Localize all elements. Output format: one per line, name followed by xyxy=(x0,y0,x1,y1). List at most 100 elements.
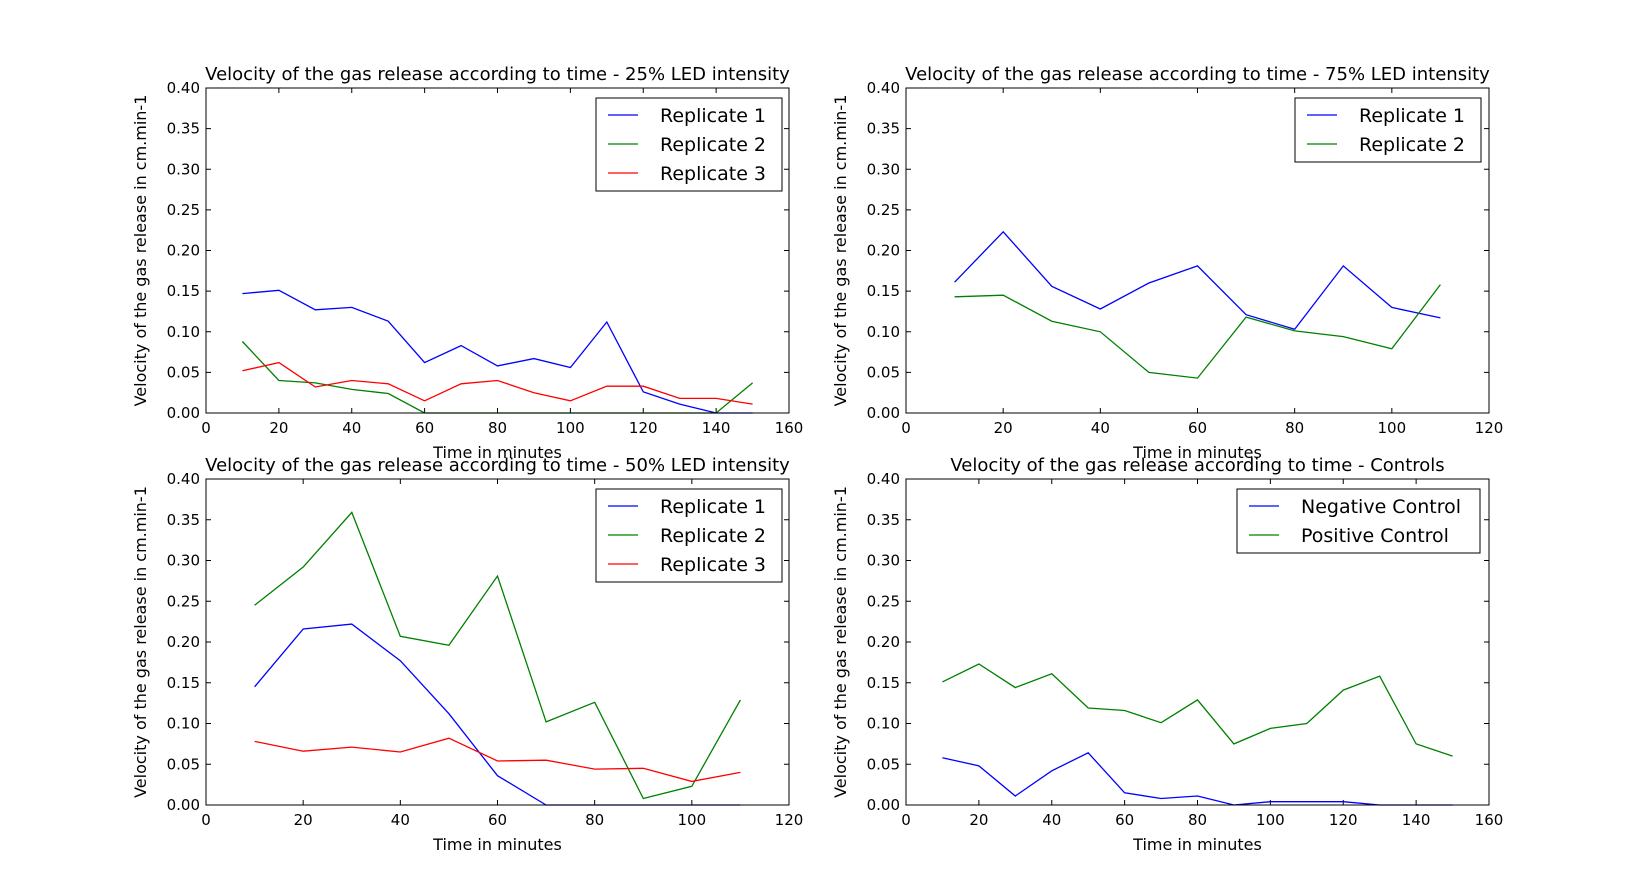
legend-label: Replicate 1 xyxy=(660,105,766,127)
y-axis-label: Velocity of the gas release in cm.min-1 xyxy=(131,95,150,407)
x-tick-label: 120 xyxy=(1329,811,1358,829)
chart-panel: Velocity of the gas release according to… xyxy=(831,455,1503,854)
y-tick-label: 0.00 xyxy=(867,796,900,814)
y-tick-label: 0.00 xyxy=(167,796,200,814)
y-tick-label: 0.25 xyxy=(167,592,200,610)
series-line-2 xyxy=(942,663,1453,757)
legend: Negative Control Positive Control xyxy=(1236,488,1481,554)
chart-panel: Velocity of the gas release according to… xyxy=(131,64,803,462)
x-tick-label: 0 xyxy=(201,419,211,437)
plot-frame xyxy=(905,478,1490,806)
y-tick-label: 0.30 xyxy=(867,552,900,570)
y-tick-label: 0.10 xyxy=(167,323,200,341)
y-tick-label: 0.30 xyxy=(167,552,200,570)
legend-box xyxy=(1236,488,1481,554)
x-tick-label: 120 xyxy=(629,419,658,437)
y-axis-label: Velocity of the gas release in cm.min-1 xyxy=(831,95,850,407)
chart-title: Velocity of the gas release according to… xyxy=(950,455,1444,476)
legend-label: Replicate 2 xyxy=(1359,134,1465,156)
legend-label: Replicate 2 xyxy=(660,525,766,547)
x-tick-label: 40 xyxy=(1042,811,1061,829)
series-line-1 xyxy=(254,623,741,806)
y-tick-label: 0.25 xyxy=(867,201,900,219)
y-tick-label: 0.10 xyxy=(867,323,900,341)
legend-label: Replicate 3 xyxy=(660,554,766,576)
y-tick-label: 0.30 xyxy=(167,160,200,178)
y-tick-label: 0.40 xyxy=(167,79,200,97)
y-tick-label: 0.15 xyxy=(167,674,200,692)
y-tick-label: 0.35 xyxy=(867,511,900,529)
chart-title: Velocity of the gas release according to… xyxy=(205,455,790,476)
x-tick-label: 60 xyxy=(488,811,507,829)
legend-box xyxy=(595,97,783,192)
chart-title: Velocity of the gas release according to… xyxy=(905,64,1490,85)
series-line-3 xyxy=(254,737,741,783)
legend-label: Negative Control xyxy=(1301,496,1461,518)
x-tick-label: 60 xyxy=(1188,419,1207,437)
x-tick-label: 0 xyxy=(901,419,911,437)
series-line-3 xyxy=(242,361,753,405)
x-axis-label: Time in minutes xyxy=(1132,835,1262,854)
x-tick-label: 20 xyxy=(994,419,1013,437)
legend-box xyxy=(1294,97,1482,163)
x-tick-label: 100 xyxy=(1378,419,1407,437)
y-tick-label: 0.15 xyxy=(867,674,900,692)
x-tick-label: 40 xyxy=(1091,419,1110,437)
y-tick-label: 0.10 xyxy=(167,715,200,733)
legend-label: Replicate 3 xyxy=(660,163,766,185)
x-tick-label: 60 xyxy=(415,419,434,437)
x-tick-label: 0 xyxy=(201,811,211,829)
series-line-1 xyxy=(242,289,753,414)
x-tick-label: 100 xyxy=(1256,811,1285,829)
x-tick-label: 160 xyxy=(775,419,804,437)
y-tick-label: 0.25 xyxy=(867,592,900,610)
legend-label: Replicate 1 xyxy=(660,496,766,518)
x-tick-label: 80 xyxy=(488,419,507,437)
y-tick-label: 0.20 xyxy=(867,242,900,260)
chart-panel: Velocity of the gas release according to… xyxy=(131,455,803,854)
y-tick-label: 0.00 xyxy=(167,404,200,422)
x-tick-label: 80 xyxy=(585,811,604,829)
x-axis-label: Time in minutes xyxy=(1132,443,1262,462)
y-tick-label: 0.40 xyxy=(867,79,900,97)
x-tick-label: 40 xyxy=(342,419,361,437)
plot-frame xyxy=(205,87,790,414)
legend: Replicate 1 Replicate 2 Replicate 3 xyxy=(595,97,783,192)
y-tick-label: 0.10 xyxy=(867,715,900,733)
chart-panel: Velocity of the gas release according to… xyxy=(831,64,1503,462)
x-tick-label: 160 xyxy=(1475,811,1504,829)
y-tick-label: 0.25 xyxy=(167,201,200,219)
y-tick-label: 0.05 xyxy=(867,755,900,773)
x-tick-label: 80 xyxy=(1285,419,1304,437)
y-tick-label: 0.05 xyxy=(167,363,200,381)
series-line-1 xyxy=(942,752,1453,806)
y-tick-label: 0.20 xyxy=(167,242,200,260)
x-tick-label: 80 xyxy=(1188,811,1207,829)
x-tick-label: 20 xyxy=(294,811,313,829)
legend: Replicate 1 Replicate 2 xyxy=(1294,97,1482,163)
x-tick-label: 100 xyxy=(556,419,585,437)
y-tick-label: 0.20 xyxy=(167,633,200,651)
x-tick-label: 20 xyxy=(969,811,988,829)
y-tick-label: 0.15 xyxy=(867,282,900,300)
x-axis-label: Time in minutes xyxy=(432,443,562,462)
x-tick-label: 140 xyxy=(702,419,731,437)
series-line-2 xyxy=(954,284,1441,379)
x-tick-label: 100 xyxy=(678,811,707,829)
x-tick-label: 40 xyxy=(391,811,410,829)
y-tick-label: 0.40 xyxy=(167,470,200,488)
x-tick-label: 20 xyxy=(269,419,288,437)
series-line-2 xyxy=(254,511,741,800)
x-tick-label: 120 xyxy=(1475,419,1504,437)
plot-frame xyxy=(905,87,1490,414)
y-tick-label: 0.40 xyxy=(867,470,900,488)
y-tick-label: 0.05 xyxy=(867,363,900,381)
y-axis-label: Velocity of the gas release in cm.min-1 xyxy=(131,486,150,798)
x-tick-label: 120 xyxy=(775,811,804,829)
x-tick-label: 0 xyxy=(901,811,911,829)
y-tick-label: 0.35 xyxy=(167,120,200,138)
x-tick-label: 140 xyxy=(1402,811,1431,829)
y-tick-label: 0.05 xyxy=(167,755,200,773)
y-axis-label: Velocity of the gas release in cm.min-1 xyxy=(831,486,850,798)
